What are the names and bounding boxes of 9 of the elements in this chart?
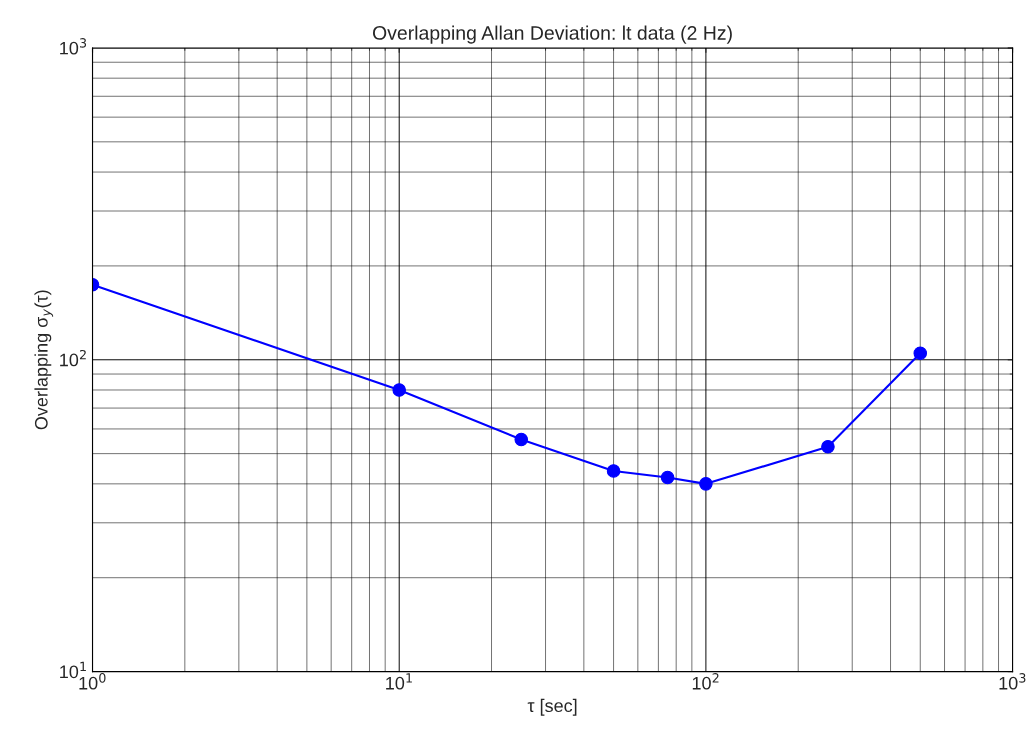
x-axis-title: τ [sec]: [527, 698, 577, 716]
y-tick-label: 10$^{3}$: [60, 38, 87, 55]
x-tick-label: 10$^{3}$: [999, 673, 1026, 690]
x-tick-label: 10$^{1}$: [386, 673, 412, 690]
x-tick-label: 10$^{2}$: [692, 673, 719, 690]
x-tick-label: 10$^{0}$: [79, 673, 106, 690]
y-axis-title: Overlapping σ$_{y}$(τ): [34, 290, 54, 430]
y-tick-label: 10$^{2}$: [60, 349, 86, 367]
chart-title: Overlapping Allan Deviation: lt data (2 Hz): [372, 25, 732, 44]
